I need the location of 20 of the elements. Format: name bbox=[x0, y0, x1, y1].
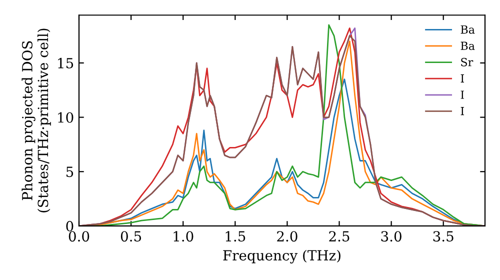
legend-label: I bbox=[460, 74, 464, 82]
y-tick-label: 0 bbox=[66, 220, 74, 232]
y-tick-label: 5 bbox=[66, 166, 74, 178]
x-tick-label: 0.5 bbox=[120, 231, 142, 242]
x-tick-label: 0.0 bbox=[68, 231, 90, 242]
legend-label: I bbox=[460, 90, 464, 99]
x-tick-label: 1.5 bbox=[226, 231, 246, 242]
x-tick-label: 2.5 bbox=[329, 231, 350, 242]
x-tick-label: 3.5 bbox=[433, 231, 454, 242]
y-tick-label: 15 bbox=[58, 58, 74, 68]
legend-label: Ba bbox=[460, 42, 475, 50]
legend-label: Ba bbox=[460, 25, 475, 34]
x-tick-label: 1.0 bbox=[174, 231, 194, 242]
legend-label: Sr bbox=[461, 58, 474, 66]
x-tick-label: 3.0 bbox=[381, 231, 402, 242]
y-axis-title: Phonon projected DOS (States/THz·primitive cell) bbox=[22, 28, 51, 212]
y-tick-label: 10 bbox=[58, 112, 74, 123]
x-tick-label: 2.0 bbox=[277, 231, 298, 242]
legend-label: I bbox=[460, 107, 464, 116]
x-axis-title: Frequency (THz) bbox=[223, 250, 340, 264]
